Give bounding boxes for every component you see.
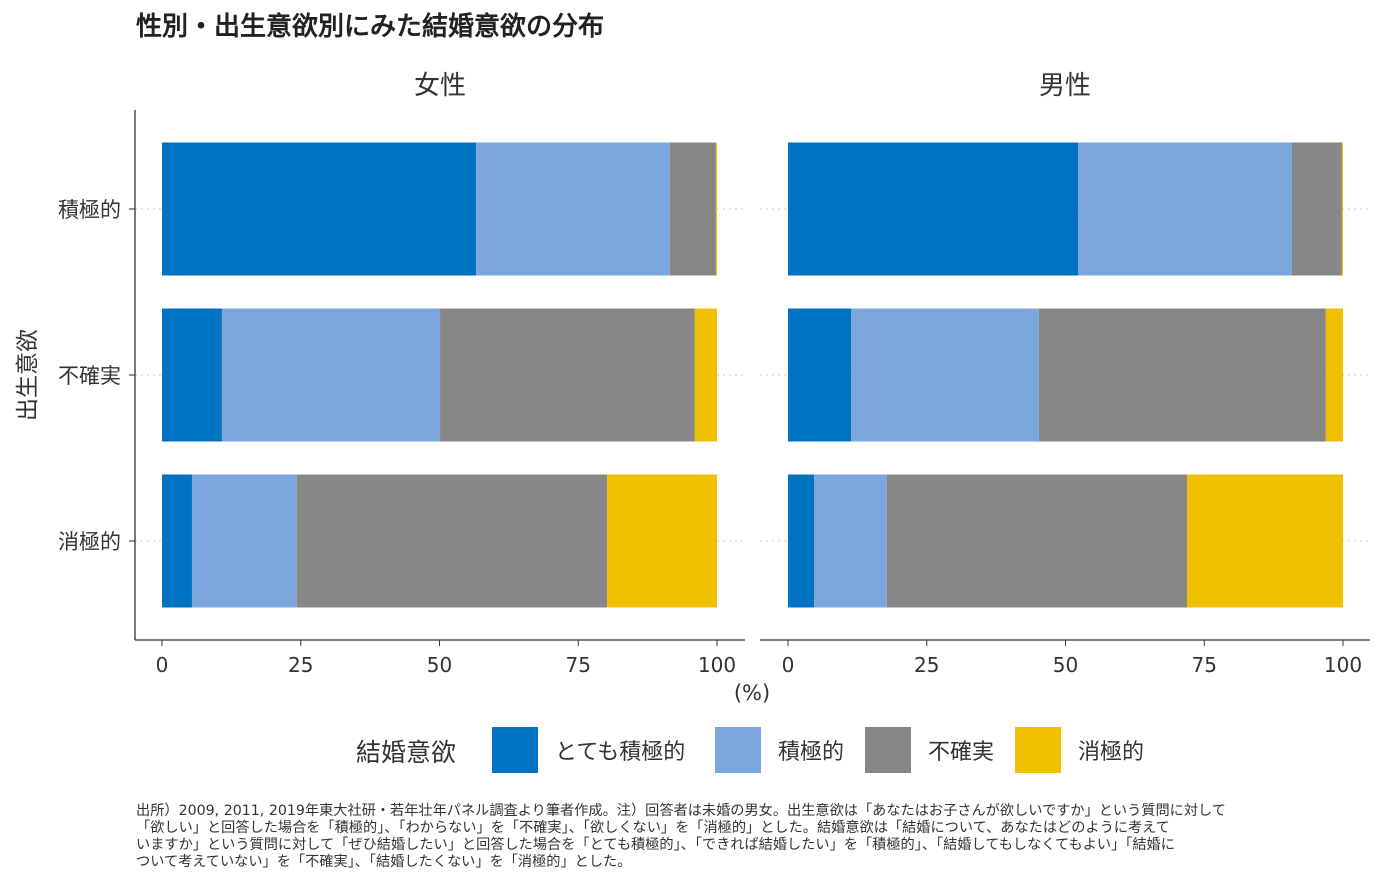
bar-segment <box>851 308 1039 442</box>
bar-segment <box>814 474 887 608</box>
y-axis-label: 出生意欲 <box>15 329 41 421</box>
bar-segment <box>440 308 695 442</box>
bar-segment <box>607 474 717 608</box>
bar-segment <box>788 474 815 608</box>
bar-segment <box>162 474 192 608</box>
x-tick-label: 0 <box>782 653 795 677</box>
bar-segment <box>1078 142 1292 276</box>
x-tick-label: 75 <box>1192 653 1217 677</box>
legend-swatch <box>865 727 911 773</box>
bar-segment <box>1291 142 1342 276</box>
bar-segment <box>1038 308 1326 442</box>
legend-swatch <box>492 727 538 773</box>
bar-segment <box>694 308 717 442</box>
bar-segment <box>296 474 608 608</box>
bar-segment <box>788 308 852 442</box>
legend-label: とても積極的 <box>555 740 685 765</box>
caption-line: いますか」という質問に対して「ぜひ結婚したい」と回答した場合を「とても積極的」、… <box>136 837 1175 853</box>
legend-swatch <box>1015 727 1061 773</box>
x-tick-label: 25 <box>914 653 939 677</box>
bar-segment <box>476 142 670 276</box>
bar-segment <box>1187 474 1343 608</box>
x-tick-label: 75 <box>566 653 591 677</box>
legend-title: 結婚意欲 <box>356 738 456 767</box>
bar-segment <box>191 474 297 608</box>
bar-segment <box>669 142 716 276</box>
legend-label: 消極的 <box>1078 740 1144 765</box>
chart-title: 性別・出生意欲別にみた結婚意欲の分布 <box>136 12 605 42</box>
legend-label: 積極的 <box>778 740 844 765</box>
bar-segment <box>1325 308 1343 442</box>
bar-segment <box>162 308 222 442</box>
bar-segment <box>715 142 717 276</box>
panel-title: 女性 <box>414 71 466 101</box>
bar-segment <box>221 308 441 442</box>
bar-segment <box>1341 142 1343 276</box>
bar-segment <box>788 142 1079 276</box>
x-tick-label: 50 <box>1053 653 1078 677</box>
x-tick-label: 50 <box>427 653 452 677</box>
x-axis-label: (%) <box>734 681 770 705</box>
legend-swatch <box>715 727 761 773</box>
y-tick-label: 不確実 <box>58 364 121 388</box>
legend-label: 不確実 <box>928 740 994 765</box>
bar-segment <box>886 474 1188 608</box>
x-tick-label: 0 <box>156 653 169 677</box>
panel-title: 男性 <box>1039 71 1091 101</box>
caption-line: ついて考えていない」を「不確実」、「結婚したくない」を「消極的」とした。 <box>136 854 632 870</box>
x-tick-label: 100 <box>1324 653 1362 677</box>
bar-segment <box>162 142 477 276</box>
y-tick-label: 積極的 <box>58 198 121 222</box>
caption-line: 出所）2009, 2011, 2019年東大社研・若年壮年パネル調査より筆者作成… <box>136 803 1226 819</box>
caption: 出所）2009, 2011, 2019年東大社研・若年壮年パネル調査より筆者作成… <box>136 803 1386 871</box>
x-tick-label: 25 <box>288 653 313 677</box>
caption-line: 「欲しい」と回答した場合を「積極的」、「わからない」を「不確実」、「欲しくない」… <box>136 820 1170 836</box>
y-tick-label: 消極的 <box>58 530 121 554</box>
x-tick-label: 100 <box>698 653 736 677</box>
